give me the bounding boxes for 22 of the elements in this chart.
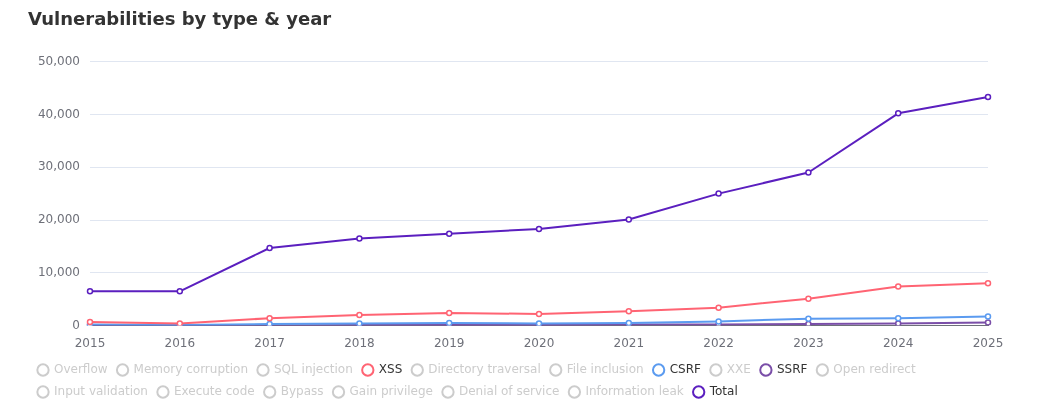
chart-title: Vulnerabilities by type & year bbox=[28, 8, 332, 30]
y-tick-label: 30,000 bbox=[37, 159, 80, 174]
y-tick-label: 50,000 bbox=[37, 53, 80, 68]
y-tick-label: 10,000 bbox=[37, 264, 80, 279]
x-tick-label: 2021 bbox=[613, 335, 645, 350]
legend-label: Total bbox=[708, 384, 738, 399]
x-tick-label: 2022 bbox=[703, 335, 734, 350]
legend-label: SSRF bbox=[776, 362, 808, 377]
x-tick-label: 2017 bbox=[254, 335, 285, 350]
x-tick-label: 2016 bbox=[164, 335, 196, 350]
legend-label: CSRF bbox=[669, 362, 701, 377]
x-tick-label: 2023 bbox=[793, 335, 824, 350]
y-tick-label: 20,000 bbox=[37, 212, 80, 227]
x-tick-label: 2015 bbox=[74, 335, 106, 350]
y-tick-label: 40,000 bbox=[37, 106, 80, 121]
legend-label: XSS bbox=[378, 362, 403, 377]
x-tick-label: 2025 bbox=[972, 335, 1004, 350]
y-tick-label: 0 bbox=[72, 317, 80, 332]
x-tick-label: 2020 bbox=[523, 335, 555, 350]
x-tick-label: 2018 bbox=[344, 335, 375, 350]
x-tick-label: 2019 bbox=[433, 335, 465, 350]
x-tick-label: 2024 bbox=[882, 335, 914, 350]
